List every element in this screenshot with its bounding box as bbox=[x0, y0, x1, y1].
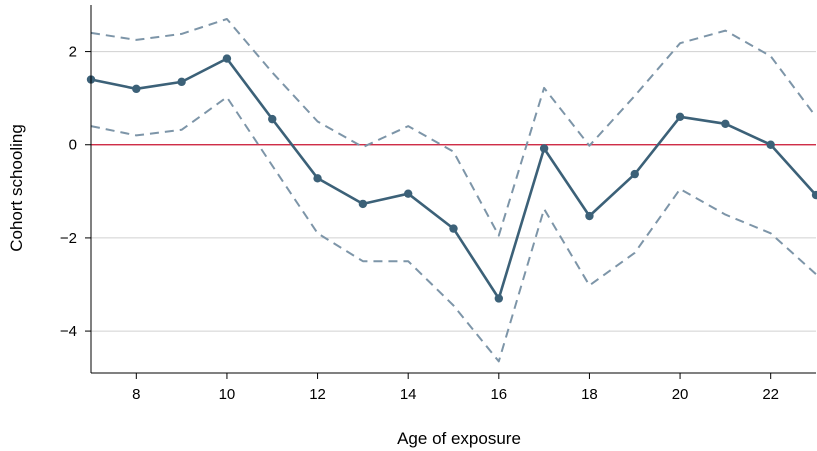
y-tick-label-2: 0 bbox=[69, 137, 77, 154]
x-tick-label-7: 22 bbox=[762, 386, 779, 403]
x-tick-label-5: 18 bbox=[581, 386, 598, 403]
estimate-point-21 bbox=[721, 119, 730, 128]
x-tick-label-6: 20 bbox=[672, 386, 689, 403]
y-tick-label-0: −4 bbox=[60, 323, 77, 340]
estimate-point-10 bbox=[222, 54, 232, 63]
estimate-line bbox=[90, 57, 817, 300]
y-tick-label-3: 2 bbox=[69, 44, 77, 61]
estimate-point-19 bbox=[630, 169, 639, 179]
axes: −4 −2 0 2 8 10 12 14 16 18 20 22 bbox=[60, 5, 816, 403]
upper-ci-line bbox=[90, 18, 817, 237]
lower-ci-line bbox=[90, 96, 817, 363]
estimate-point-16 bbox=[494, 294, 504, 303]
estimate-point-20 bbox=[675, 112, 685, 121]
estimate-point-22 bbox=[766, 140, 775, 149]
x-tick-label-2: 12 bbox=[309, 386, 326, 403]
estimate-point-11 bbox=[268, 114, 277, 124]
x-tick-label-3: 14 bbox=[400, 386, 417, 403]
estimate-point-14 bbox=[403, 189, 413, 198]
estimate-point-17 bbox=[539, 144, 549, 153]
series-layer bbox=[86, 18, 817, 363]
x-tick-label-0: 8 bbox=[132, 386, 140, 403]
grid-lines bbox=[91, 51, 816, 332]
x-tick-label-4: 16 bbox=[490, 386, 507, 403]
estimate-point-23 bbox=[811, 190, 817, 200]
y-axis-title: Cohort schooling bbox=[7, 124, 26, 252]
estimate-point-15 bbox=[449, 224, 458, 233]
x-axis-title: Age of exposure bbox=[397, 429, 521, 448]
x-tick-label-1: 10 bbox=[219, 386, 236, 403]
estimate-point-9 bbox=[177, 77, 186, 87]
y-tick-label-1: −2 bbox=[60, 230, 77, 247]
estimate-point-13 bbox=[358, 199, 368, 209]
estimate-point-18 bbox=[585, 211, 594, 221]
estimate-point-8 bbox=[132, 84, 141, 94]
estimate-point-12 bbox=[313, 174, 322, 183]
